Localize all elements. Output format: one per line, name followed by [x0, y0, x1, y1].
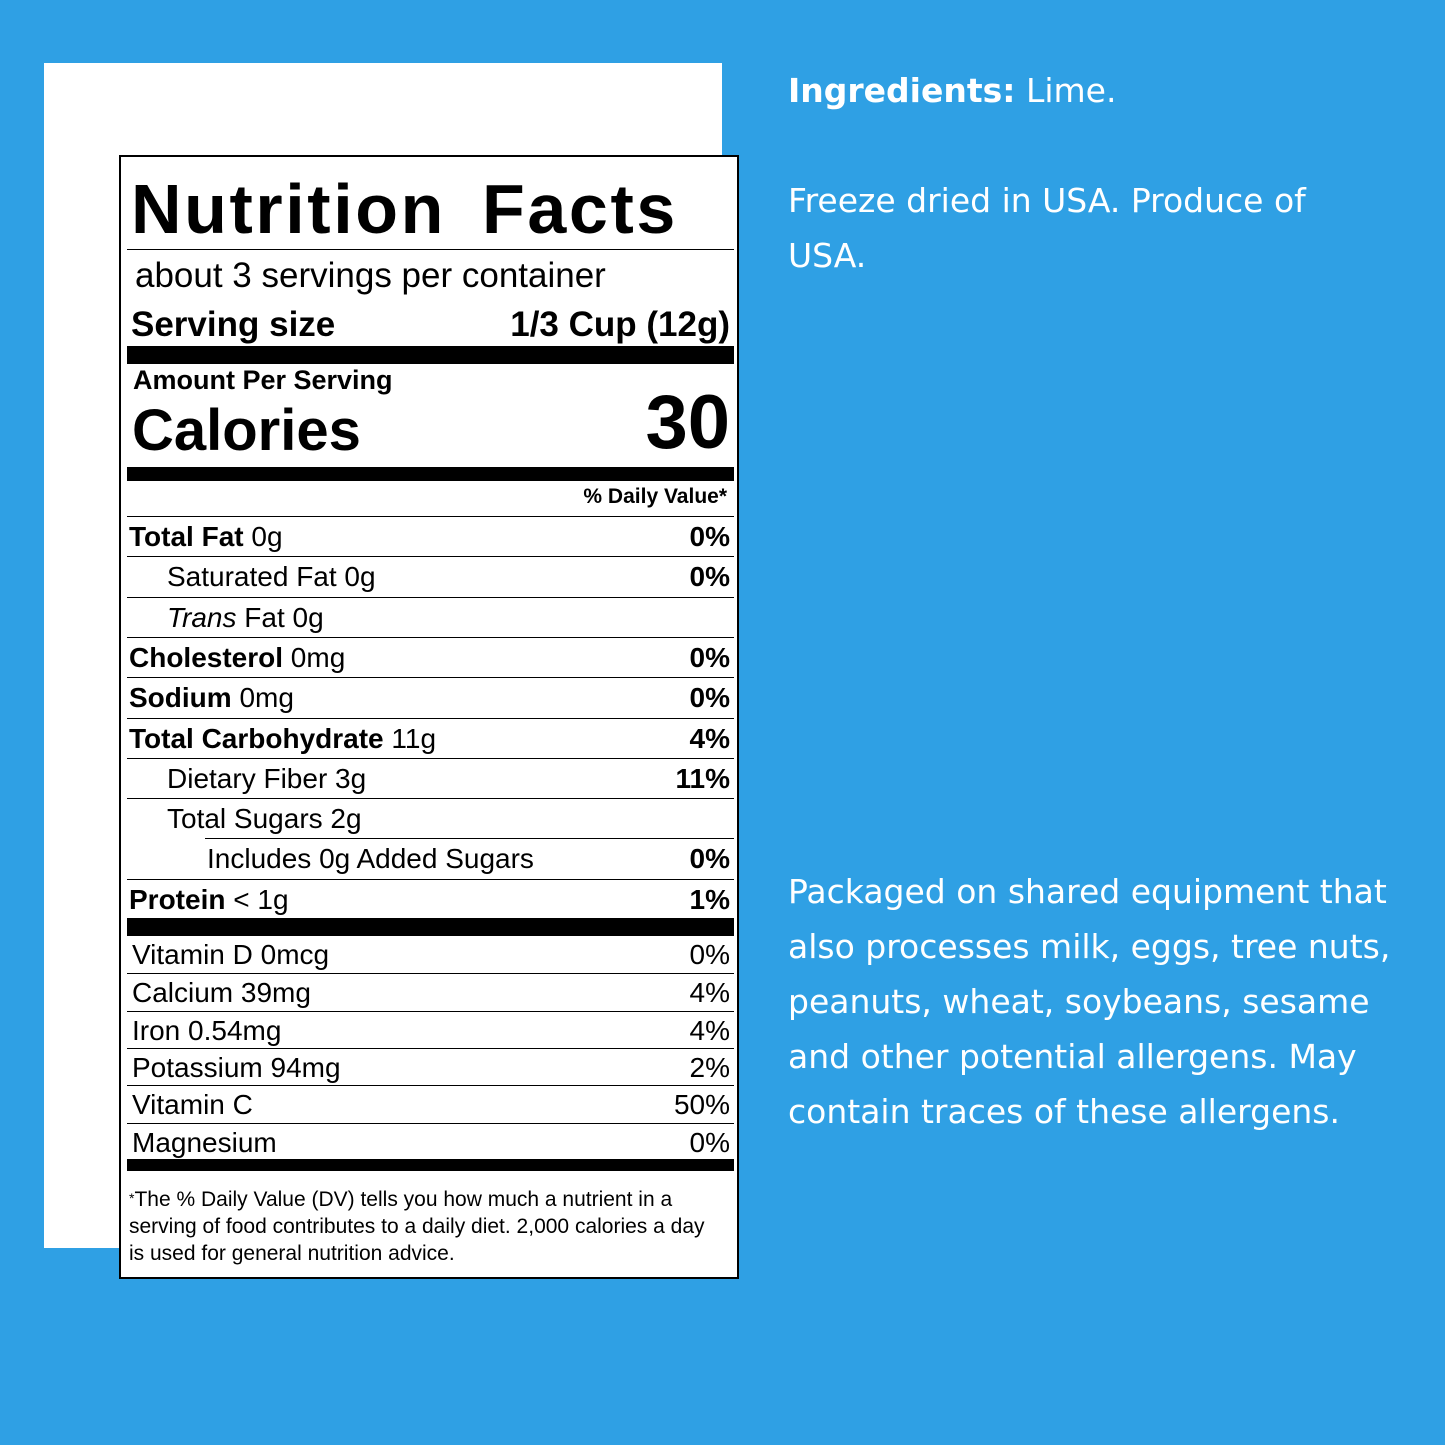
- nutrient-name: Total Fat 0g: [129, 517, 283, 557]
- vitamin-row: Magnesium 0%: [127, 1122, 734, 1160]
- nutrient-row: Saturated Fat 0g 0%: [127, 556, 734, 596]
- nutrient-name: Protein < 1g: [129, 880, 289, 920]
- nutrient-amount: 0mg: [283, 641, 346, 673]
- vitamin-name: Calcium 39mg: [132, 977, 311, 1009]
- nutrient-amount: 0mg: [231, 682, 294, 714]
- ingredients-label: Ingredients:: [788, 71, 1016, 110]
- vitamin-name: Potassium 94mg: [132, 1051, 341, 1083]
- ingredients-value: Lime.: [1015, 71, 1117, 110]
- nutrient-bold: Protein: [129, 883, 226, 915]
- nutrient-name: Dietary Fiber 3g: [167, 759, 366, 799]
- nutrient-amount: < 1g: [225, 883, 289, 915]
- nutrient-dv: 4%: [689, 722, 730, 754]
- servings-per-container: about 3 servings per container: [135, 256, 606, 295]
- nutrient-row: Sodium 0mg 0%: [127, 677, 734, 717]
- nutrient-dv: 0%: [689, 843, 730, 875]
- vitamin-dv: 2%: [689, 1051, 730, 1083]
- nutrition-panel: Nutrition Facts about 3 servings per con…: [44, 63, 739, 1279]
- calories-label: Calories: [132, 398, 361, 463]
- nutrient-dv: 0%: [689, 682, 730, 714]
- thick-divider: [127, 918, 734, 936]
- vitamin-name: Magnesium: [132, 1126, 277, 1158]
- nutrient-bold: Total Carbohydrate: [129, 722, 384, 754]
- vitamin-dv: 0%: [689, 939, 730, 970]
- nutrient-amount: Saturated Fat 0g: [167, 561, 376, 593]
- serving-size-label: Serving size: [131, 305, 336, 344]
- daily-value-header: % Daily Value*: [583, 485, 727, 508]
- nutrient-amount: Includes 0g Added Sugars: [207, 843, 534, 875]
- nutrient-bold: Total Fat: [129, 521, 244, 552]
- nutrient-dv: 0%: [689, 561, 730, 593]
- nutrient-bold: Sodium: [129, 682, 232, 714]
- vitamin-row: Vitamin C 50%: [127, 1085, 734, 1122]
- nutrition-facts-label: Nutrition Facts about 3 servings per con…: [119, 155, 739, 1279]
- nutrient-amount: Fat 0g: [236, 601, 324, 633]
- thick-divider: [127, 467, 734, 481]
- nutrient-name: Includes 0g Added Sugars: [207, 839, 534, 879]
- vitamin-row: Potassium 94mg 2%: [127, 1047, 734, 1085]
- nutrient-name: Cholesterol 0mg: [129, 638, 345, 678]
- vitamin-row: Vitamin D 0mcg 0%: [127, 936, 734, 973]
- vitamin-dv: 4%: [689, 1014, 730, 1046]
- nutrient-row: Protein < 1g 1%: [127, 878, 734, 920]
- thick-divider: [127, 1159, 734, 1171]
- vitamin-row: Calcium 39mg 4%: [127, 973, 734, 1010]
- nutrient-row: Total Fat 0g 0%: [127, 516, 734, 556]
- nutrient-row: Dietary Fiber 3g 11%: [127, 757, 734, 799]
- calories-value: 30: [645, 380, 730, 465]
- origin-text: Freeze dried in USA. Produce of USA.: [788, 181, 1306, 275]
- allergen-text: Packaged on shared equipment that also p…: [788, 872, 1391, 1131]
- nutrient-bold: Cholesterol: [129, 641, 284, 673]
- vitamin-dv: 50%: [673, 1089, 730, 1121]
- nutrient-name: Trans Fat 0g: [167, 598, 324, 638]
- nutrient-name: Saturated Fat 0g: [167, 557, 376, 597]
- divider: [127, 249, 734, 250]
- nutrient-name: Sodium 0mg: [129, 678, 294, 718]
- nutrient-name: Total Sugars 2g: [167, 799, 362, 839]
- ingredients: Ingredients: Lime.: [788, 63, 1408, 118]
- serving-size-row: Serving size 1/3 Cup (12g): [131, 303, 730, 347]
- nutrient-row: Includes 0g Added Sugars 0%: [205, 838, 734, 878]
- nutrient-name: Total Carbohydrate 11g: [129, 719, 436, 759]
- vitamin-name: Iron 0.54mg: [132, 1014, 282, 1046]
- label-title: Nutrition Facts: [131, 170, 678, 248]
- nutrient-dv: 0%: [689, 641, 730, 673]
- vitamin-name: Vitamin D 0mcg: [132, 939, 330, 970]
- nutrient-row: Total Sugars 2g: [127, 798, 734, 838]
- nutrient-row: Total Carbohydrate 11g 4%: [127, 717, 734, 759]
- nutrient-row: Cholesterol 0mg 0%: [127, 636, 734, 678]
- nutrient-row: Trans Fat 0g: [127, 596, 734, 638]
- vitamin-row: Iron 0.54mg 4%: [127, 1010, 734, 1048]
- vitamin-dv: 4%: [689, 977, 730, 1009]
- nutrient-amount: 0g: [243, 521, 283, 552]
- vitamin-name: Vitamin C: [132, 1089, 253, 1121]
- serving-size-value: 1/3 Cup (12g): [510, 305, 730, 344]
- nutrient-dv: 0%: [689, 521, 730, 552]
- footnote: *The % Daily Value (DV) tells you how mu…: [129, 1188, 705, 1265]
- amount-per-serving: Amount Per Serving: [133, 365, 393, 395]
- nutrient-dv: 11%: [675, 762, 731, 794]
- vitamin-dv: 0%: [689, 1126, 730, 1158]
- nutrient-italic: Trans: [167, 601, 237, 633]
- nutrient-amount: Dietary Fiber 3g: [167, 762, 367, 794]
- nutrient-dv: 1%: [689, 883, 730, 915]
- nutrient-amount: 11g: [383, 722, 437, 754]
- thick-divider: [127, 346, 734, 364]
- nutrient-amount: Total Sugars 2g: [167, 803, 362, 835]
